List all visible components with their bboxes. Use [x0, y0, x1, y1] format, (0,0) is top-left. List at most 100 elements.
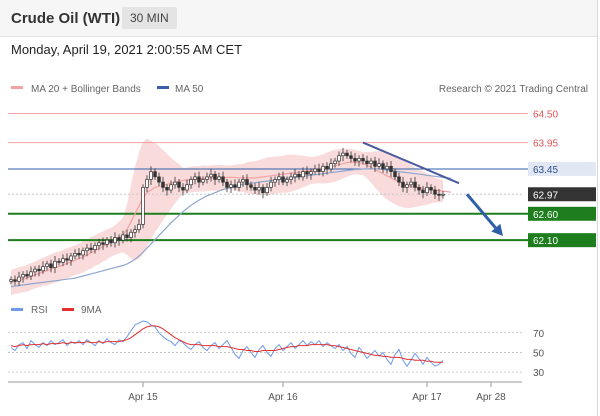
candle-body — [333, 160, 337, 165]
resistance-trendline — [362, 141, 460, 185]
rsi-legend-swatch — [11, 308, 23, 311]
rsi-tick-70: 70 — [533, 329, 545, 340]
candle — [209, 168, 213, 182]
candle-body — [173, 181, 177, 186]
candle — [277, 172, 281, 186]
candle-body — [81, 250, 85, 256]
candle-body — [425, 187, 429, 194]
candle — [217, 172, 221, 183]
candle-body — [185, 184, 189, 191]
candle — [101, 237, 105, 250]
candle-body — [325, 165, 329, 170]
candle-body — [21, 274, 25, 278]
candle-body — [381, 163, 385, 170]
candle — [245, 174, 249, 191]
candle-body — [265, 187, 269, 194]
rsi-tick-30: 30 — [533, 368, 545, 379]
candle — [325, 162, 329, 175]
timeframe-button[interactable]: 30 MIN — [122, 7, 177, 29]
candle-body — [105, 239, 109, 245]
candle — [389, 161, 393, 178]
candle-body — [437, 193, 441, 196]
candle-body — [149, 171, 153, 180]
candle-body — [389, 165, 393, 172]
ma9-legend-swatch — [62, 308, 74, 311]
level-label-64.50: 64.50 — [533, 110, 558, 121]
candle-body — [213, 173, 217, 180]
projection-arrow-head — [491, 223, 503, 236]
candle-body — [281, 176, 285, 183]
candle — [301, 167, 305, 181]
candle-body — [125, 234, 129, 238]
candle — [49, 259, 53, 273]
candle — [377, 158, 381, 170]
candle — [369, 157, 373, 169]
candle — [285, 176, 289, 187]
candle — [113, 232, 117, 248]
rsi-line — [10, 320, 444, 368]
level-tag-62.60 — [528, 206, 596, 221]
candle-body — [41, 266, 45, 272]
candle — [149, 166, 153, 186]
candle — [361, 154, 365, 165]
candle-body — [221, 176, 225, 183]
candle — [117, 234, 121, 246]
candle — [201, 176, 205, 186]
candle — [33, 266, 37, 277]
candle — [421, 185, 425, 199]
candle — [105, 236, 109, 248]
candle — [253, 183, 257, 194]
candle — [317, 163, 321, 176]
candle — [257, 182, 261, 195]
candle-body — [97, 242, 101, 246]
candle-body — [117, 237, 121, 241]
candle-body — [397, 176, 401, 183]
level-label-63.95: 63.95 — [533, 139, 558, 150]
candle-body — [45, 263, 49, 267]
candle — [321, 163, 325, 177]
candle-body — [37, 268, 41, 272]
candle-body — [165, 187, 169, 191]
candle-body — [73, 252, 77, 257]
candle-body — [153, 171, 157, 178]
candle-body — [25, 274, 29, 277]
candle-body — [257, 187, 261, 191]
candle-body — [409, 181, 413, 186]
candle-body — [121, 234, 125, 241]
candle — [441, 191, 445, 199]
ma20-legend-label: MA 20 + Bollinger Bands — [31, 84, 141, 95]
candle — [385, 162, 389, 174]
candle-body — [69, 255, 73, 261]
candle — [89, 242, 93, 253]
candle-body — [169, 184, 173, 191]
candle — [161, 176, 165, 193]
candle — [233, 179, 237, 191]
candle-body — [441, 193, 445, 196]
candle — [37, 264, 41, 277]
candle — [349, 151, 353, 163]
candle — [293, 168, 297, 183]
candle-body — [137, 223, 141, 230]
candle — [125, 229, 129, 242]
candle-body — [229, 184, 233, 188]
candle — [333, 157, 337, 168]
candle — [229, 180, 233, 193]
x-tick-label: Apr 16 — [268, 392, 298, 403]
candle-body — [433, 189, 437, 195]
candle — [225, 178, 229, 193]
candle — [165, 184, 169, 196]
candle-body — [417, 187, 421, 191]
ma20-line — [10, 161, 452, 283]
candle — [177, 178, 181, 193]
candle-body — [317, 168, 321, 172]
candle-body — [65, 258, 69, 261]
candle-body — [233, 184, 237, 188]
candle-body — [297, 173, 301, 178]
candle-body — [377, 163, 381, 167]
x-tick-label: Apr 28 — [476, 392, 506, 403]
candle — [85, 243, 89, 257]
candle-body — [401, 181, 405, 188]
credit-text: Research © 2021 Trading Central — [439, 84, 588, 95]
candle — [41, 261, 45, 274]
